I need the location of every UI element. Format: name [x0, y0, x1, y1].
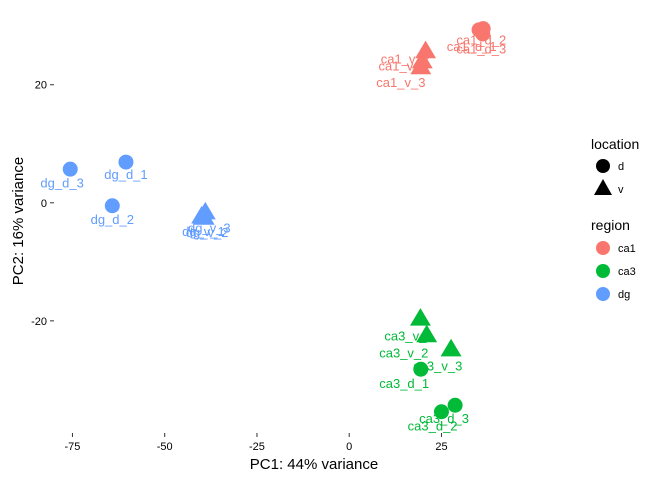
- point-label-ca1_v_1: ca1_v_1: [379, 59, 428, 74]
- point-label-ca3_d_1: ca3_d_1: [379, 376, 429, 391]
- legend-key-region-ca3: ca3: [596, 264, 636, 278]
- point-label-dg_v_1: dg_v_1: [182, 224, 225, 239]
- point-label-ca1_v_3: ca1_v_3: [376, 75, 425, 90]
- circle-point-dg_d_3: [62, 161, 78, 177]
- x-axis-title: PC1: 44% variance: [250, 456, 378, 473]
- legend-swatch-ca1: [596, 241, 610, 255]
- triangle-point-dg_v_3: [194, 201, 216, 220]
- x-tick-label: 0: [346, 441, 352, 453]
- legend-swatch-dg: [596, 287, 610, 301]
- data-points: [62, 21, 491, 420]
- point-label-dg_v_3: dg_v_3: [188, 220, 231, 235]
- legend: location d v region ca1 ca3 dg: [591, 136, 639, 301]
- point-label-ca3_d_2: ca3_d_2: [408, 419, 458, 434]
- triangle-point-ca3_v_2: [416, 324, 438, 343]
- legend-key-location-v: v: [594, 179, 624, 196]
- x-axis: -75 -50 -25 0 25: [64, 433, 448, 453]
- legend-key-region-ca1: ca1: [596, 241, 636, 255]
- legend-key-location-d: d: [596, 159, 624, 173]
- point-label-dg_d_2: dg_d_2: [91, 212, 134, 227]
- legend-circle-shape: [596, 159, 610, 173]
- x-tick-label: 25: [435, 441, 447, 453]
- legend-label-d: d: [618, 161, 624, 173]
- point-label-ca3_v_2: ca3_v_2: [379, 345, 428, 360]
- legend-title-location: location: [591, 136, 639, 152]
- x-tick-label: -25: [249, 441, 265, 453]
- y-tick-label: 0: [41, 198, 47, 210]
- point-label-dg_d_1: dg_d_1: [104, 167, 147, 182]
- point-label-ca1_v_2: ca1_v_2: [381, 51, 430, 66]
- point-label-ca1_d_2: ca1_d_2: [456, 33, 506, 48]
- point-label-ca3_v_1: ca3_v_1: [384, 328, 433, 343]
- x-tick-label: -50: [157, 441, 173, 453]
- x-tick-label: -75: [64, 441, 80, 453]
- triangle-point-ca3_v_1: [409, 308, 431, 326]
- plot-panel: [54, 8, 578, 433]
- point-label-ca1_d_1: ca1_d_1: [447, 39, 497, 54]
- y-tick-label: 20: [35, 80, 47, 92]
- triangle-point-ca1_v_3: [410, 56, 432, 75]
- legend-label-dg: dg: [618, 289, 630, 301]
- circle-point-dg_d_1: [118, 154, 134, 170]
- y-tick-label: -20: [31, 316, 47, 328]
- point-label-ca3_v_3: ca3_v_3: [413, 358, 462, 373]
- y-axis: -20 0 20: [31, 80, 54, 328]
- legend-key-region-dg: dg: [596, 287, 630, 301]
- legend-title-region: region: [591, 217, 630, 233]
- legend-triangle-shape: [594, 179, 612, 195]
- point-label-dg_d_3: dg_d_3: [40, 175, 83, 190]
- plot-background: [54, 8, 578, 433]
- point-label-ca3_d_3: ca3_d_3: [419, 411, 469, 426]
- triangle-point-ca3_v_3: [440, 338, 462, 357]
- point-label-dg_v_2: dg_v_2: [186, 225, 229, 240]
- legend-label-v: v: [618, 184, 624, 196]
- y-axis-title: PC2: 16% variance: [10, 157, 27, 285]
- legend-label-ca1: ca1: [618, 243, 636, 255]
- legend-label-ca3: ca3: [618, 266, 636, 278]
- legend-swatch-ca3: [596, 264, 610, 278]
- circle-point-ca1_d_3: [475, 26, 491, 42]
- circle-point-ca3_d_2: [433, 404, 449, 420]
- circle-point-dg_d_2: [104, 198, 120, 214]
- point-label-ca1_d_3: ca1_d_3: [456, 41, 506, 56]
- triangle-point-ca1_v_2: [415, 40, 437, 59]
- circle-point-ca3_d_3: [447, 397, 463, 413]
- circle-point-ca3_d_1: [413, 361, 429, 377]
